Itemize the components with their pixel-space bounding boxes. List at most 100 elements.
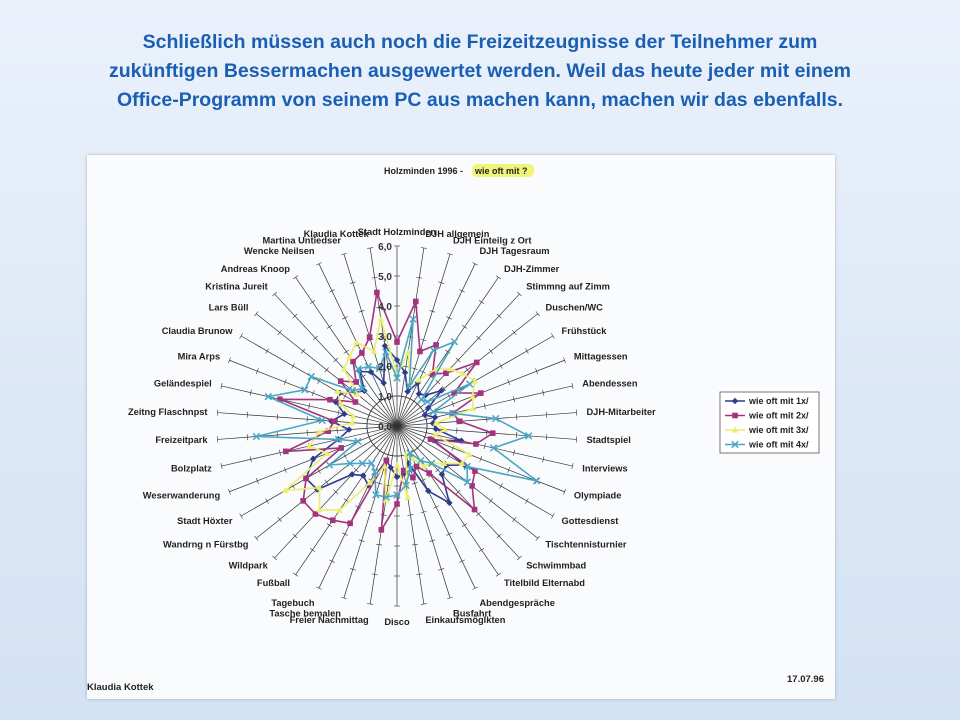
- category-label: Bolzplatz: [171, 463, 212, 473]
- tick-label: 6,0: [378, 242, 392, 253]
- category-label: Kristina Jureit: [205, 282, 268, 292]
- spoke-tick: [420, 510, 427, 514]
- spoke-tick: [254, 535, 259, 541]
- spoke-tick: [429, 539, 436, 542]
- tick-labels: 0,0 1,0 2,0 3,0 4,0 5,0 6,0: [378, 242, 392, 433]
- tick-label: 0,0: [378, 422, 392, 433]
- category-label: Stadtspiel: [586, 435, 630, 445]
- spoke-tick: [312, 335, 318, 341]
- spoke-tick: [476, 335, 482, 341]
- spoke-tick: [255, 368, 259, 375]
- spoke-tick: [551, 513, 555, 519]
- category-label: Klaudia Kottek: [304, 229, 370, 239]
- data-point: [310, 455, 317, 463]
- spoke-tick: [376, 543, 383, 546]
- spoke-tick: [416, 573, 423, 576]
- spoke-tick: [367, 247, 374, 249]
- data-point: [312, 511, 319, 517]
- spoke-tick: [353, 467, 359, 473]
- data-point: [394, 339, 400, 345]
- data-point: [731, 426, 739, 433]
- category-label: DJH Einteilg z Ort: [453, 235, 532, 245]
- category-label: Geländespiel: [154, 379, 212, 389]
- data-point: [364, 362, 373, 371]
- data-point: [524, 432, 533, 440]
- legend-item: wie oft mit 1x/: [725, 396, 809, 406]
- data-point: [394, 501, 400, 507]
- chart-title-group: Holzminden 1996 - wie oft mit ?: [384, 164, 534, 177]
- spoke-tick: [239, 513, 243, 519]
- data-point: [409, 455, 416, 461]
- legend-item: wie oft mit 2x/: [725, 411, 809, 421]
- spoke-tick: [525, 498, 529, 504]
- category-label: Tasche bemalen: [269, 609, 341, 619]
- data-point: [458, 460, 466, 467]
- data-point: [393, 374, 401, 382]
- data-point: [413, 463, 420, 470]
- spoke-tick: [337, 409, 340, 416]
- category-label: Disco: [384, 617, 410, 627]
- data-point: [406, 449, 414, 457]
- spoke-tick: [402, 365, 409, 368]
- spoke-tick: [358, 310, 365, 313]
- spoke-tick: [277, 329, 282, 336]
- category-label: Interviews: [582, 463, 627, 473]
- data-point: [463, 478, 472, 486]
- spoke-tick: [277, 516, 282, 523]
- spoke-tick: [340, 252, 347, 256]
- category-label: Claudia Brunow: [162, 326, 234, 336]
- spoke-tick: [465, 367, 470, 373]
- data-point: [380, 379, 387, 387]
- data-point: [489, 430, 496, 436]
- data-point: [469, 393, 476, 399]
- spoke-tick: [249, 456, 252, 463]
- spoke-tick: [272, 555, 277, 561]
- spoke-tick: [326, 523, 333, 528]
- heading-line-1: Schließlich müssen auch noch die Freizei…: [142, 31, 818, 53]
- spoke-tick: [329, 289, 335, 293]
- category-label: Wencke Neilsen: [244, 246, 315, 256]
- spoke-tick: [517, 291, 522, 297]
- data-point: [469, 483, 475, 489]
- data-point: [338, 445, 344, 451]
- inner-ring: [366, 395, 428, 457]
- spoke-tick: [455, 357, 461, 363]
- spoke-tick: [535, 368, 539, 375]
- data-point: [404, 388, 411, 395]
- data-point: [318, 416, 326, 425]
- spoke-tick: [272, 291, 277, 297]
- spoke-tick: [301, 348, 306, 354]
- data-point: [264, 392, 273, 401]
- spoke-tick: [316, 586, 322, 590]
- data-point: [425, 487, 432, 495]
- tick-label: 2,0: [378, 362, 392, 373]
- spoke-tick: [542, 456, 545, 463]
- series-line: [255, 318, 538, 499]
- spoke-tick: [513, 396, 515, 403]
- data-point: [417, 395, 426, 404]
- data-point: [441, 426, 449, 433]
- heading-line-3: Office-Programm von seinem PC aus machen…: [116, 89, 844, 111]
- data-point: [393, 473, 401, 481]
- data-point: [417, 348, 423, 355]
- spoke-tick: [326, 324, 333, 329]
- radar-chart: Holzminden 1996 - wie oft mit ? Stadt Ho…: [87, 164, 824, 693]
- spoke-tick: [333, 489, 339, 495]
- category-label: Busfahrt: [453, 609, 491, 619]
- data-point: [341, 410, 348, 418]
- spoke-tick: [563, 488, 566, 495]
- data-point: [429, 371, 436, 377]
- series-layer: [252, 289, 541, 533]
- category-label: Martina Untiedser: [262, 235, 341, 245]
- spoke-tick: [499, 483, 503, 489]
- spoke-tick: [292, 533, 298, 539]
- data-point: [401, 369, 409, 376]
- category-label: Schwimmbad: [526, 560, 586, 570]
- category-label: Titelbild Elternabd: [504, 578, 585, 588]
- spoke-tick: [461, 324, 468, 329]
- data-point: [469, 405, 477, 412]
- spoke-tick: [371, 573, 378, 576]
- data-point: [463, 462, 471, 471]
- data-point: [303, 475, 309, 482]
- data-point: [371, 468, 379, 476]
